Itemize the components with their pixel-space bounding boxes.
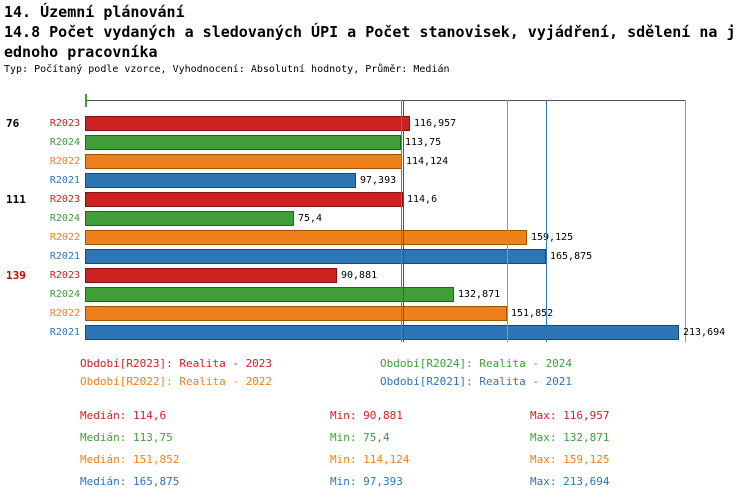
chart-title: 14. Územní plánování bbox=[4, 3, 185, 21]
bar-R2023-111 bbox=[85, 192, 403, 207]
bar-value-label: 116,957 bbox=[414, 118, 457, 129]
stat-min-r2024: Min: 75,4 bbox=[330, 431, 390, 444]
stat-median-r2022: Medián: 151,852 bbox=[80, 453, 180, 466]
bar-R2021-111 bbox=[85, 249, 546, 264]
bar-value-label: 132,871 bbox=[458, 289, 501, 300]
axis-origin-tick bbox=[85, 94, 87, 107]
bar-value-label: 97,393 bbox=[360, 175, 397, 186]
stat-max-r2022: Max: 159,125 bbox=[530, 453, 610, 466]
stat-median-r2024: Medián: 113,75 bbox=[80, 431, 173, 444]
legend-item-r2024: Období[R2024]: Realita - 2024 bbox=[380, 357, 573, 370]
chart-subtitle-line1: 14.8 Počet vydaných a sledovaných ÚPI a … bbox=[4, 23, 736, 41]
bar-R2021-139 bbox=[85, 325, 679, 340]
bar-R2023-139 bbox=[85, 268, 337, 283]
chart-subtitle-line2: ednoho pracovníka bbox=[4, 43, 158, 61]
bar-row-label-R2021: R2021 bbox=[49, 327, 80, 338]
group-label-111: 111 bbox=[6, 193, 26, 206]
bar-R2024-111 bbox=[85, 211, 294, 226]
bar-R2022-139 bbox=[85, 306, 507, 321]
stat-min-r2022: Min: 114,124 bbox=[330, 453, 410, 466]
stat-median-r2023: Medián: 114,6 bbox=[80, 409, 167, 422]
bar-row-label-R2024: R2024 bbox=[49, 289, 80, 300]
plot-right-border bbox=[685, 100, 686, 342]
bar-value-label: 165,875 bbox=[550, 251, 593, 262]
bar-row-label-R2021: R2021 bbox=[49, 251, 80, 262]
stat-max-r2023: Max: 116,957 bbox=[530, 409, 610, 422]
bar-row-label-R2024: R2024 bbox=[49, 213, 80, 224]
bar-R2024-139 bbox=[85, 287, 454, 302]
bar-row-label-R2024: R2024 bbox=[49, 137, 80, 148]
bar-row-label-R2022: R2022 bbox=[49, 308, 80, 319]
legend-item-r2021: Období[R2021]: Realita - 2021 bbox=[380, 375, 573, 388]
bar-row-label-R2023: R2023 bbox=[49, 194, 80, 205]
bar-R2022-76 bbox=[85, 154, 402, 169]
median-line-R2023 bbox=[403, 100, 404, 342]
legend-item-r2022: Období[R2022]: Realita - 2022 bbox=[80, 375, 273, 388]
bar-R2021-76 bbox=[85, 173, 356, 188]
bar-value-label: 90,881 bbox=[341, 270, 378, 281]
bar-value-label: 75,4 bbox=[298, 213, 323, 224]
stat-max-r2024: Max: 132,871 bbox=[530, 431, 610, 444]
median-line-R2021 bbox=[546, 100, 547, 342]
chart-legend: Období[R2023]: Realita - 2023 Období[R20… bbox=[80, 357, 680, 388]
stat-max-r2021: Max: 213,694 bbox=[530, 475, 610, 488]
stat-median-r2021: Medián: 165,875 bbox=[80, 475, 180, 488]
bar-row-label-R2022: R2022 bbox=[49, 156, 80, 167]
bar-R2022-111 bbox=[85, 230, 527, 245]
x-axis-line bbox=[85, 100, 685, 101]
bar-value-label: 151,852 bbox=[511, 308, 554, 319]
group-label-76: 76 bbox=[6, 117, 20, 130]
stat-min-r2023: Min: 90,881 bbox=[330, 409, 403, 422]
median-line-R2024 bbox=[401, 100, 402, 342]
bar-R2024-76 bbox=[85, 135, 401, 150]
bar-row-label-R2021: R2021 bbox=[49, 175, 80, 186]
bar-row-label-R2023: R2023 bbox=[49, 118, 80, 129]
bar-value-label: 114,6 bbox=[407, 194, 438, 205]
bar-value-label: 114,124 bbox=[406, 156, 449, 167]
bar-R2023-76 bbox=[85, 116, 410, 131]
bar-value-label: 159,125 bbox=[531, 232, 574, 243]
bar-row-label-R2022: R2022 bbox=[49, 232, 80, 243]
group-label-139: 139 bbox=[6, 269, 26, 282]
bar-value-label: 113,75 bbox=[405, 137, 442, 148]
bar-row-label-R2023: R2023 bbox=[49, 270, 80, 281]
bar-value-label: 213,694 bbox=[683, 327, 726, 338]
chart-stats: Medián: 114,6 Min: 90,881 Max: 116,957 M… bbox=[80, 410, 609, 488]
legend-item-r2023: Období[R2023]: Realita - 2023 bbox=[80, 357, 273, 370]
median-line-R2022 bbox=[507, 100, 508, 342]
chart-meta: Typ: Počítaný podle vzorce, Vyhodnocení:… bbox=[4, 64, 450, 75]
stat-min-r2021: Min: 97,393 bbox=[330, 475, 403, 488]
